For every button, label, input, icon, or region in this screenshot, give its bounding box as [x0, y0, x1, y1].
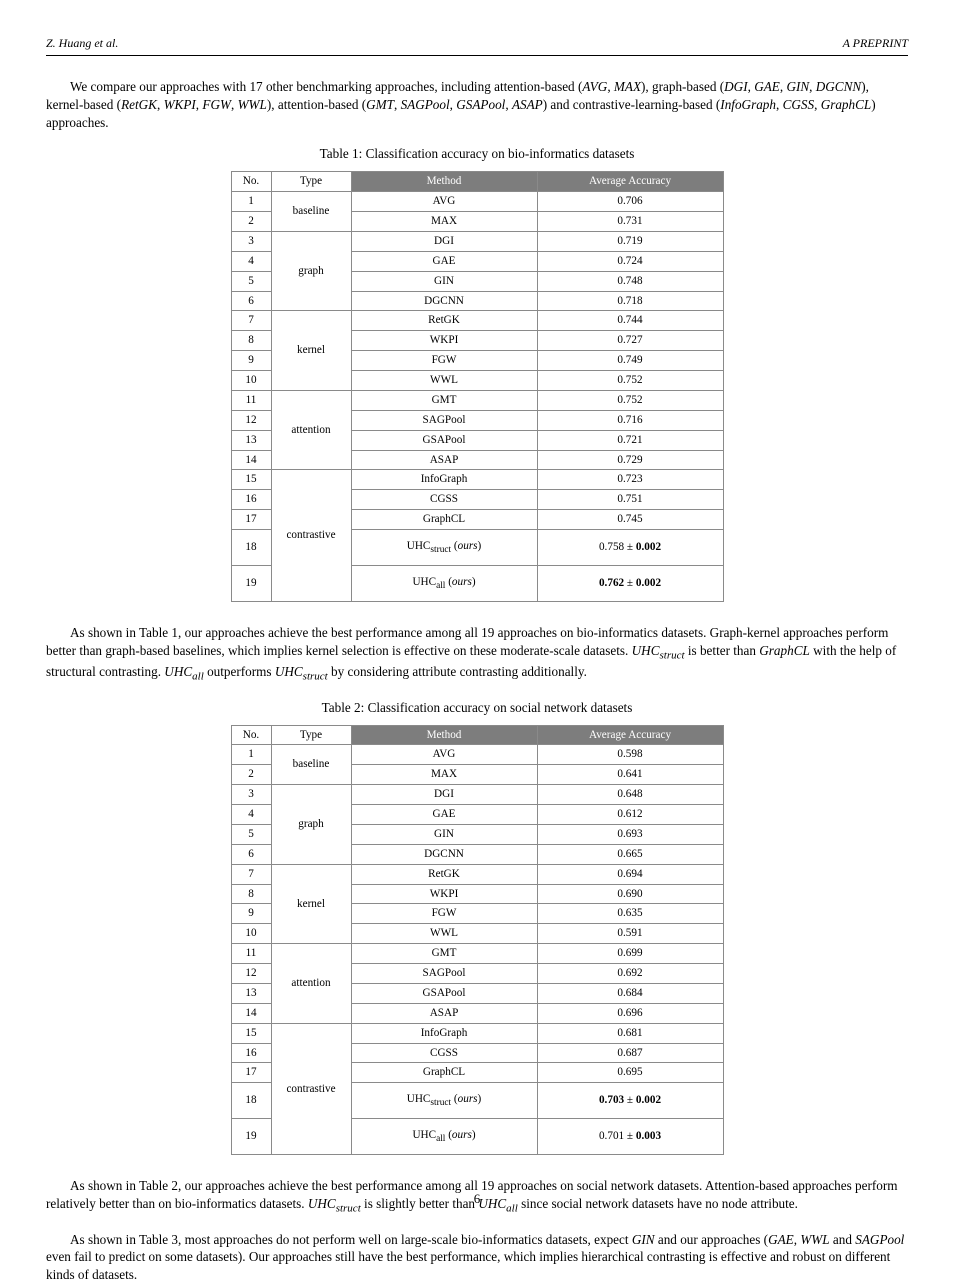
- table2: No.TypeMethodAverage Accuracy1baselineAV…: [231, 725, 724, 1156]
- page-number: 6: [0, 1191, 954, 1207]
- header-right: A PREPRINT: [843, 36, 908, 51]
- running-header: Z. Huang et al. A PREPRINT: [46, 36, 908, 51]
- table1-caption: Table 1: Classification accuracy on bio-…: [46, 145, 908, 163]
- table-row: 3graphDGI0.648: [231, 785, 723, 805]
- table-row: 11attentionGMT0.699: [231, 944, 723, 964]
- table-row: 1baselineAVG0.706: [231, 192, 723, 212]
- table1: No.TypeMethodAverage Accuracy1baselineAV…: [231, 171, 724, 602]
- table2-caption: Table 2: Classification accuracy on soci…: [46, 699, 908, 717]
- intro-paragraph: We compare our approaches with 17 other …: [46, 78, 908, 131]
- header-rule: [46, 55, 908, 56]
- table-row: 15contrastiveInfoGraph0.723: [231, 470, 723, 490]
- table-row: 7kernelRetGK0.694: [231, 864, 723, 884]
- table1-wrap: No.TypeMethodAverage Accuracy1baselineAV…: [46, 171, 908, 602]
- table-row: 7kernelRetGK0.744: [231, 311, 723, 331]
- table-row: 11attentionGMT0.752: [231, 390, 723, 410]
- table-row: 3graphDGI0.719: [231, 231, 723, 251]
- table-row: 15contrastiveInfoGraph0.681: [231, 1023, 723, 1043]
- header-left: Z. Huang et al.: [46, 36, 118, 51]
- table-row: 1baselineAVG0.598: [231, 745, 723, 765]
- document-page: Z. Huang et al. A PREPRINT We compare ou…: [0, 0, 954, 1235]
- mid-paragraph: As shown in Table 1, our approaches achi…: [46, 624, 908, 685]
- table2-wrap: No.TypeMethodAverage Accuracy1baselineAV…: [46, 725, 908, 1156]
- bottom-paragraph: As shown in Table 3, most approaches do …: [46, 1231, 908, 1284]
